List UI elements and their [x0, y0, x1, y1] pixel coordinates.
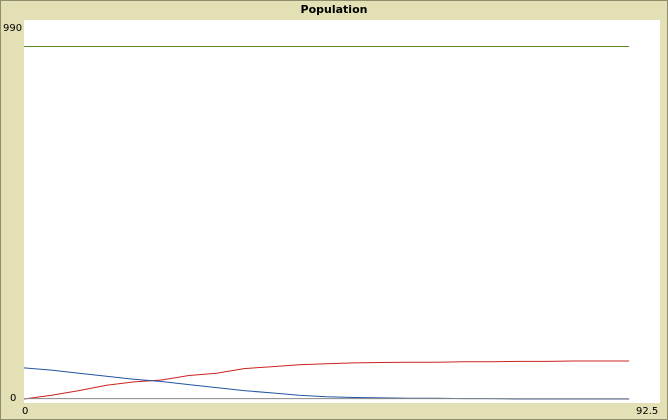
series-line-2: [23, 360, 630, 400]
plot-area: [24, 20, 660, 403]
y-tick-label-min: 0: [10, 393, 16, 404]
y-tick-label-max: 990: [3, 23, 22, 34]
x-tick-label-max: 92.5: [636, 406, 658, 417]
plot-title: Population: [300, 3, 368, 16]
x-tick-label-min: 0: [22, 406, 28, 417]
series-layer: [23, 46, 630, 400]
